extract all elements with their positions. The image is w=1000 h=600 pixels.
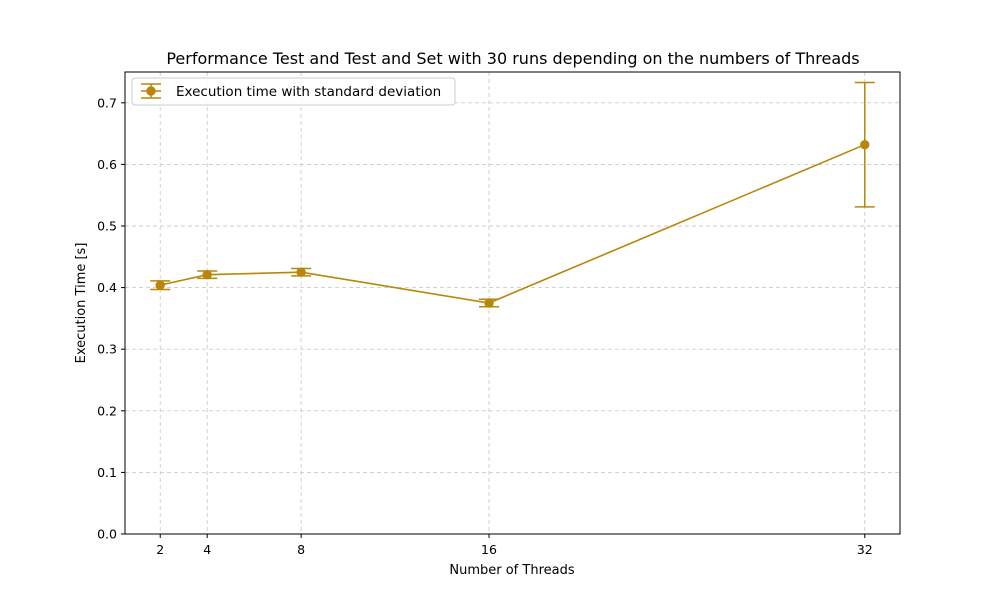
y-tick-label: 0.7 <box>97 95 117 110</box>
y-tick-label: 0.2 <box>97 403 117 418</box>
data-point <box>296 267 306 277</box>
legend-symbol <box>141 83 161 99</box>
y-tick-label: 0.1 <box>97 465 117 480</box>
data-point <box>155 280 165 290</box>
grid-layer <box>125 72 900 535</box>
y-tick-label: 0.3 <box>97 342 117 357</box>
x-tick-label: 4 <box>203 542 211 557</box>
plot-area-frame <box>124 71 901 535</box>
chart-title: Performance Test and Test and Set with 3… <box>166 49 859 68</box>
y-axis-label: Execution Time [s] <box>74 243 89 364</box>
legend-marker <box>146 86 156 96</box>
y-tick-label: 0.5 <box>97 219 117 234</box>
series-layer <box>150 81 875 308</box>
series-line <box>160 143 866 304</box>
x-tick-label: 2 <box>156 542 164 557</box>
legend-box <box>131 77 456 106</box>
data-point <box>202 269 212 280</box>
x-axis-label: Number of Threads <box>449 563 574 578</box>
x-tick-label: 32 <box>857 542 873 557</box>
x-tick-label: 8 <box>297 542 305 557</box>
y-axis-ticks: 0.0 0.1 0.2 0.3 0.4 0.5 0.6 0.7 <box>97 95 125 542</box>
y-tick-label: 0.0 <box>97 527 117 542</box>
data-point <box>860 139 870 150</box>
data-point <box>484 298 494 308</box>
legend: Execution time with standard deviation <box>131 77 456 106</box>
y-tick-label: 0.6 <box>97 157 117 172</box>
legend-entry-label: Execution time with standard deviation <box>176 84 441 100</box>
y-tick-label: 0.4 <box>97 280 117 295</box>
x-axis-ticks: 2 4 8 16 32 <box>156 534 873 557</box>
x-tick-label: 16 <box>481 542 497 557</box>
